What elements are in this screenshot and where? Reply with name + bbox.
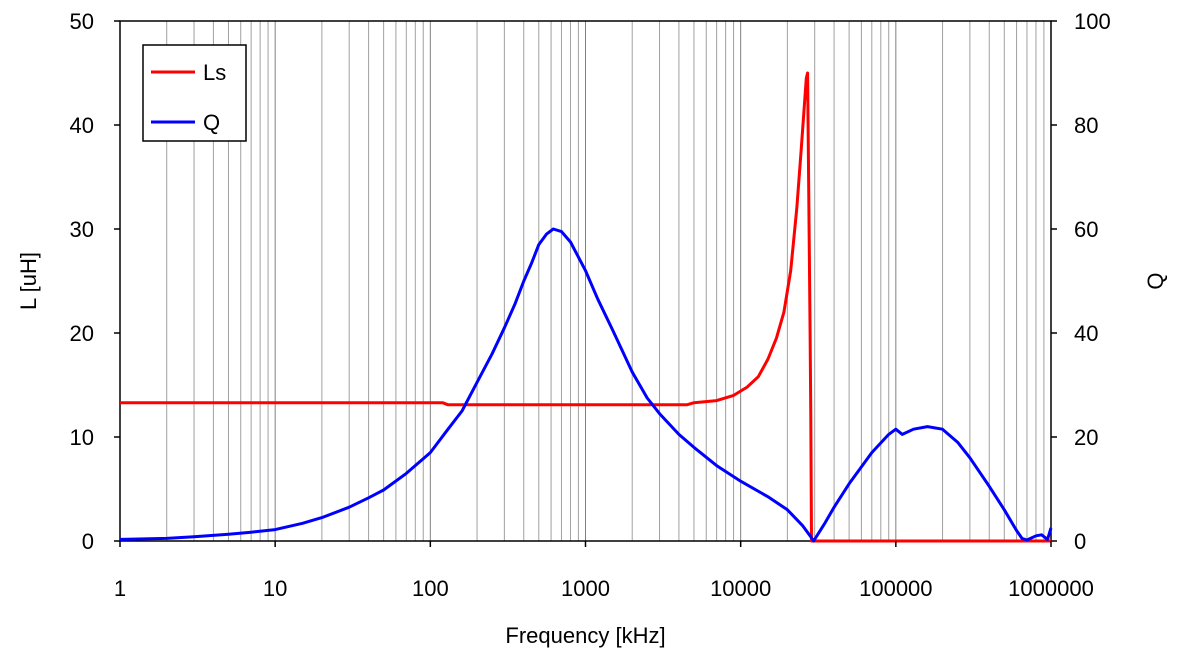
y-axis-title: L [uH] [16,252,41,310]
y2-tick-label: 60 [1074,217,1098,242]
y-axis-ticks: 0 10 20 30 40 50 [70,9,120,554]
x-tick-label: 100 [412,576,449,601]
y-tick-label: 50 [70,9,94,34]
legend: Ls Q [142,44,247,142]
series-line-ls [120,71,1051,543]
y2-tick-label: 100 [1074,9,1111,34]
x-axis-title: Frequency [kHz] [505,623,665,648]
x-tick-label: 1000000 [1008,576,1094,601]
y-tick-label: 0 [82,529,94,554]
y2-tick-label: 40 [1074,321,1098,346]
y2-tick-label: 0 [1074,529,1086,554]
legend-label-ls: Ls [203,60,226,85]
series-lines [119,71,1053,543]
vertical-grid [119,21,1052,541]
y-tick-label: 20 [70,321,94,346]
y-tick-label: 40 [70,113,94,138]
x-tick-label: 1000 [561,576,610,601]
x-tick-label: 10000 [710,576,771,601]
x-tick-label: 1 [114,576,126,601]
y-tick-label: 30 [70,217,94,242]
y2-tick-label: 80 [1074,113,1098,138]
x-axis-ticks: 1 10 100 1000 10000 100000 1000000 [114,541,1094,601]
series-line-q [119,227,1053,543]
y-tick-label: 10 [70,425,94,450]
x-tick-label: 100000 [859,576,932,601]
y2-axis-title: Q [1143,272,1168,289]
legend-label-q: Q [203,110,220,135]
x-tick-label: 10 [263,576,287,601]
y2-tick-label: 20 [1074,425,1098,450]
legend-box [142,44,247,142]
y2-axis-ticks: 0 20 40 60 80 100 [1051,9,1111,554]
